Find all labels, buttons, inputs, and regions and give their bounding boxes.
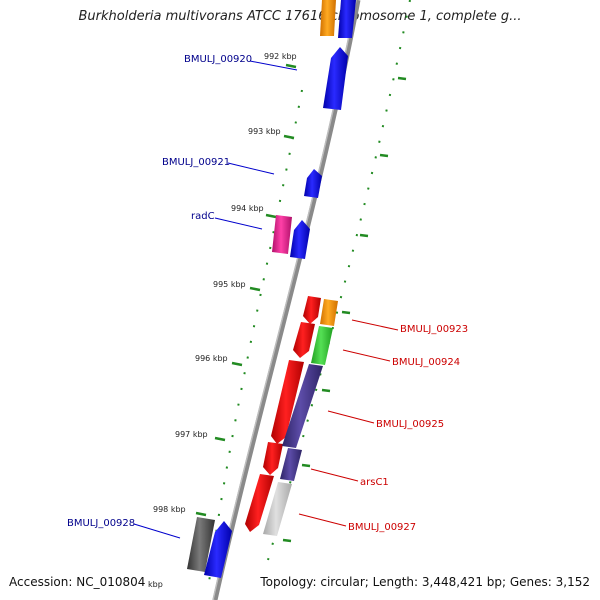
accession-text: Accession: NC_010804 bbox=[9, 575, 146, 589]
tick-label-994: 994 kbp bbox=[231, 204, 264, 213]
gene-arrow-bmulj-00928[interactable] bbox=[187, 517, 215, 572]
gene-arrow-radc[interactable] bbox=[272, 215, 292, 254]
forward-leader-lines bbox=[133, 60, 298, 539]
tick-label-997: 997 kbp bbox=[175, 430, 208, 439]
gene-label-bmulj-00921[interactable]: BMULJ_00921 bbox=[162, 157, 230, 168]
gene-arrow-red-2[interactable] bbox=[293, 322, 315, 358]
gene-arrow-arsc1[interactable] bbox=[280, 448, 302, 481]
gene-arrow-blue-c[interactable] bbox=[204, 521, 232, 578]
tick-label-996: 996 kbp bbox=[195, 354, 228, 363]
tick-label-999: kbp bbox=[148, 580, 163, 589]
topology-summary: Topology: circular; Length: 3,448,421 bp… bbox=[260, 575, 590, 589]
gene-arrow-red-5[interactable] bbox=[245, 474, 274, 532]
tick-label-992: 992 kbp bbox=[264, 52, 297, 61]
tick-label-993: 993 kbp bbox=[248, 127, 281, 136]
gene-label-radc[interactable]: radC bbox=[191, 211, 215, 222]
map-title: Burkholderia multivorans ATCC 17616 chro… bbox=[78, 9, 522, 24]
gene-label-bmulj-00925[interactable]: BMULJ_00925 bbox=[376, 419, 444, 430]
gene-label-arsc1[interactable]: arsC1 bbox=[360, 477, 389, 488]
gene-label-bmulj-00924[interactable]: BMULJ_00924 bbox=[392, 357, 460, 368]
gene-arrow-top-blue[interactable] bbox=[338, 0, 356, 38]
reverse-leader-lines bbox=[298, 319, 399, 527]
gene-arrow-bmulj-00927[interactable] bbox=[263, 482, 292, 536]
gene-arrow-bmulj-00920[interactable] bbox=[323, 47, 348, 110]
gene-label-bmulj-00920[interactable]: BMULJ_00920 bbox=[184, 54, 252, 65]
gene-arrow-red-1[interactable] bbox=[303, 296, 321, 324]
gene-label-bmulj-00923[interactable]: BMULJ_00923 bbox=[400, 324, 468, 335]
gene-arrow-red-4[interactable] bbox=[263, 442, 283, 475]
gene-arrow-blue-b[interactable] bbox=[290, 220, 310, 259]
tick-label-995: 995 kbp bbox=[213, 280, 246, 289]
gene-label-bmulj-00927[interactable]: BMULJ_00927 bbox=[348, 522, 416, 533]
gene-arrow-bmulj-00923[interactable] bbox=[320, 299, 338, 326]
scale-ticks bbox=[195, 63, 407, 543]
tick-label-998: 998 kbp bbox=[153, 505, 186, 514]
gene-arrow-red-3[interactable] bbox=[271, 360, 304, 444]
gene-arrow-bmulj-00921[interactable] bbox=[304, 169, 322, 198]
gene-arrow-top-orange[interactable] bbox=[320, 0, 336, 36]
gene-arrow-bmulj-00924[interactable] bbox=[311, 326, 333, 365]
gene-arrow-bmulj-00925[interactable] bbox=[282, 364, 323, 448]
gene-label-bmulj-00928[interactable]: BMULJ_00928 bbox=[67, 518, 135, 529]
